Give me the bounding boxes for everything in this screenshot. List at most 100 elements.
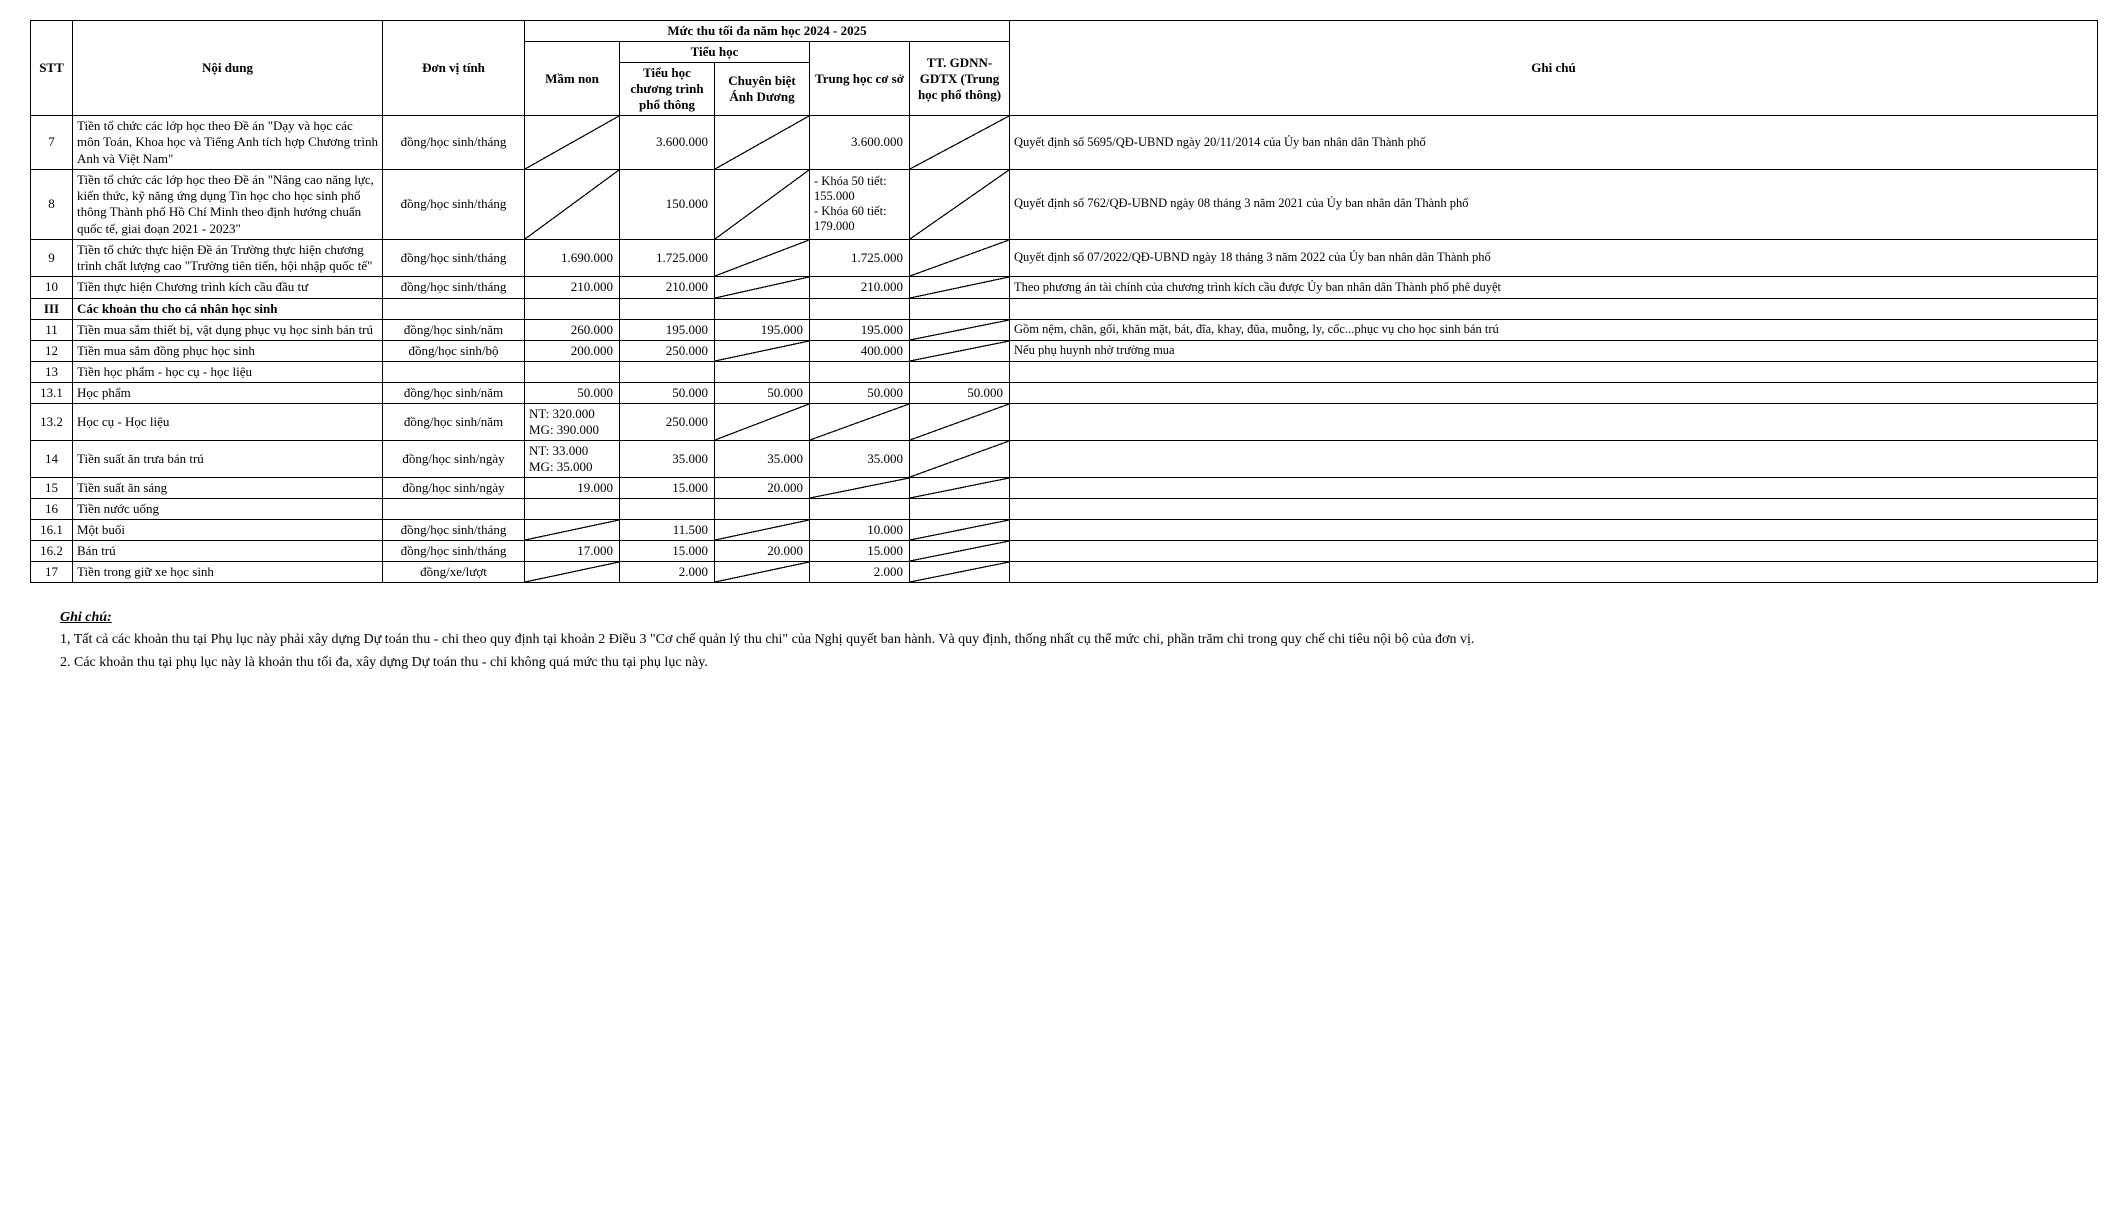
cell-empty [1010,383,2098,404]
cell-dvt: đồng/học sinh/tháng [383,520,525,541]
cell-empty [525,499,620,520]
hdr-stt: STT [31,21,73,116]
hdr-thcs: Trung học cơ sở [810,42,910,116]
cell-c4 [810,478,910,499]
cell-empty [620,499,715,520]
table-row: 7 Tiền tổ chức các lớp học theo Đề án "D… [31,116,2098,170]
hdr-tieuhoc: Tiểu học [620,42,810,63]
cell-nd: Tiền trong giữ xe học sinh [73,562,383,583]
cell-stt: 12 [31,340,73,361]
cell-c2: 150.000 [620,169,715,239]
footnote-1: 1, Tất cả các khoản thu tại Phụ lục này … [60,629,2068,651]
cell-empty [1010,562,2098,583]
table-row: 14 Tiền suất ăn trưa bán trú đồng/học si… [31,441,2098,478]
cell-c3 [715,520,810,541]
cell-nd: Tiền nước uống [73,499,383,520]
table-row-section: III Các khoản thu cho cá nhân học sinh [31,298,2098,319]
cell-c5 [910,441,1010,478]
cell-stt: 7 [31,116,73,170]
cell-c1: 17.000 [525,541,620,562]
cell-stt: 8 [31,169,73,239]
cell-dvt: đồng/học sinh/năm [383,404,525,441]
cell-stt: 16 [31,499,73,520]
hdr-dvt: Đơn vị tính [383,21,525,116]
cell-dvt: đồng/học sinh/năm [383,319,525,340]
cell-note: Quyết định số 07/2022/QĐ-UBND ngày 18 th… [1010,239,2098,277]
cell-c1 [525,520,620,541]
cell-c5 [910,239,1010,277]
cell-c1: NT: 320.000 MG: 390.000 [525,404,620,441]
cell-dvt: đồng/học sinh/ngày [383,478,525,499]
cell-stt: 11 [31,319,73,340]
hdr-ghichu: Ghi chú [1010,21,2098,116]
cell-c3: 50.000 [715,383,810,404]
cell-c3: 20.000 [715,478,810,499]
cell-stt: 10 [31,277,73,298]
cell-c1 [525,169,620,239]
fee-table: STT Nội dung Đơn vị tính Mức thu tối đa … [30,20,2098,583]
cell-empty [1010,541,2098,562]
cell-empty [1010,478,2098,499]
cell-empty [810,298,910,319]
cell-c1: 260.000 [525,319,620,340]
cell-c1: NT: 33.000 MG: 35.000 [525,441,620,478]
cell-c3 [715,169,810,239]
cell-c5 [910,277,1010,298]
cell-c1 [525,116,620,170]
table-row: 10 Tiền thực hiện Chương trình kích cầu … [31,277,2098,298]
cell-note: Nếu phụ huynh nhờ trường mua [1010,340,2098,361]
cell-dvt: đồng/học sinh/tháng [383,239,525,277]
table-row: 13.2 Học cụ - Học liệu đồng/học sinh/năm… [31,404,2098,441]
cell-empty [1010,298,2098,319]
hdr-mamnon: Mầm non [525,42,620,116]
cell-stt: 14 [31,441,73,478]
cell-empty [1010,520,2098,541]
cell-empty [620,298,715,319]
cell-dvt: đồng/xe/lượt [383,562,525,583]
cell-c5 [910,340,1010,361]
cell-c4: 3.600.000 [810,116,910,170]
table-row: 9 Tiền tổ chức thực hiện Đề án Trường th… [31,239,2098,277]
hdr-gdtx: TT. GDNN-GDTX (Trung học phổ thông) [910,42,1010,116]
cell-stt: 13 [31,362,73,383]
cell-dvt: đồng/học sinh/bộ [383,340,525,361]
cell-c3 [715,404,810,441]
cell-stt: 16.1 [31,520,73,541]
table-row: 16 Tiền nước uống [31,499,2098,520]
cell-nd: Tiền thực hiện Chương trình kích cầu đầu… [73,277,383,298]
cell-c2: 35.000 [620,441,715,478]
cell-dvt: đồng/học sinh/ngày [383,441,525,478]
cell-c2: 2.000 [620,562,715,583]
cell-dvt: đồng/học sinh/năm [383,383,525,404]
cell-nd: Bán trú [73,541,383,562]
cell-dvt: đồng/học sinh/tháng [383,169,525,239]
table-row: 17 Tiền trong giữ xe học sinh đồng/xe/lư… [31,562,2098,583]
cell-c2: 250.000 [620,340,715,361]
cell-c5 [910,520,1010,541]
table-body: 7 Tiền tổ chức các lớp học theo Đề án "D… [31,116,2098,583]
cell-c4: - Khóa 50 tiết: 155.000 - Khóa 60 tiết: … [810,169,910,239]
cell-c2: 195.000 [620,319,715,340]
cell-c4: 400.000 [810,340,910,361]
table-row: 16.1 Một buổi đồng/học sinh/tháng 11.500… [31,520,2098,541]
cell-c5 [910,404,1010,441]
cell-c3 [715,562,810,583]
cell-c4: 15.000 [810,541,910,562]
cell-stt: 15 [31,478,73,499]
cell-nd: Tiền tổ chức các lớp học theo Đề án "Nân… [73,169,383,239]
cell-c4: 195.000 [810,319,910,340]
cell-empty [525,362,620,383]
cell-nd: Tiền suất ăn sáng [73,478,383,499]
cell-dvt: đồng/học sinh/tháng [383,116,525,170]
cell-empty [810,499,910,520]
table-row: 11 Tiền mua sắm thiết bị, vật dụng phục … [31,319,2098,340]
cell-c5 [910,319,1010,340]
cell-nd: Tiền suất ăn trưa bán trú [73,441,383,478]
table-row: 13.1 Học phẩm đồng/học sinh/năm 50.000 5… [31,383,2098,404]
cell-c1 [525,562,620,583]
cell-c2: 15.000 [620,478,715,499]
cell-stt: 17 [31,562,73,583]
cell-nd: Một buổi [73,520,383,541]
cell-c5 [910,478,1010,499]
cell-stt: 13.2 [31,404,73,441]
